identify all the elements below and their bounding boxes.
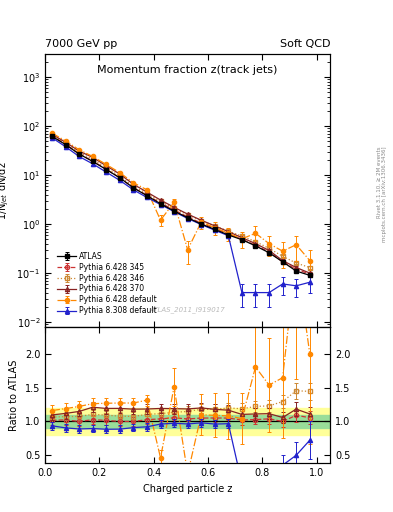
Text: Soft QCD: Soft QCD — [280, 38, 330, 49]
Text: Momentum fraction z(track jets): Momentum fraction z(track jets) — [97, 65, 278, 75]
Bar — [45, 408, 330, 435]
Y-axis label: 1/N$_{jet}$ dN/dz: 1/N$_{jet}$ dN/dz — [0, 161, 11, 220]
Text: 7000 GeV pp: 7000 GeV pp — [45, 38, 118, 49]
Bar — [45, 415, 330, 428]
Y-axis label: Ratio to ATLAS: Ratio to ATLAS — [9, 359, 19, 431]
Text: Rivet 3.1.10, ≥ 2M events
mcplots.cern.ch [arXiv:1306.3436]: Rivet 3.1.10, ≥ 2M events mcplots.cern.c… — [376, 147, 387, 242]
X-axis label: Charged particle z: Charged particle z — [143, 484, 232, 494]
Legend: ATLAS, Pythia 6.428 345, Pythia 6.428 346, Pythia 6.428 370, Pythia 6.428 defaul: ATLAS, Pythia 6.428 345, Pythia 6.428 34… — [55, 249, 159, 317]
Text: ATLAS_2011_I919017: ATLAS_2011_I919017 — [150, 306, 226, 313]
